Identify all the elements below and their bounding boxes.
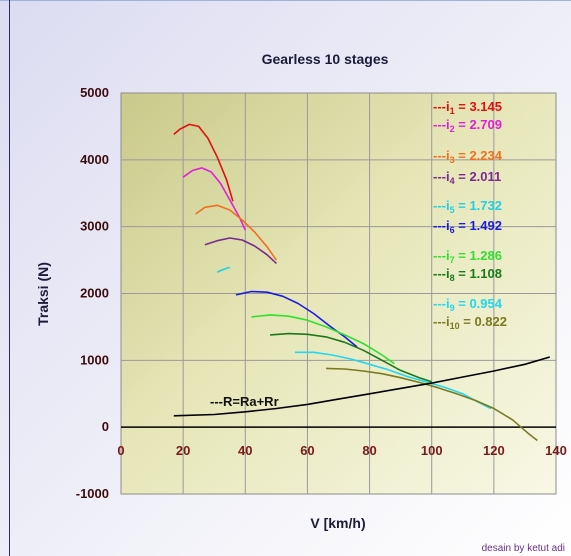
author-credit: desain by ketut adi — [481, 543, 565, 554]
x-tick-label: 40 — [238, 443, 252, 458]
series-line-11 — [173, 356, 551, 417]
y-tick-label: 3000 — [80, 219, 109, 234]
series-line-3 — [195, 204, 278, 261]
y-axis-title: Traksi (N) — [35, 262, 51, 326]
resistance-label: ---R=Ra+Rr — [210, 394, 279, 409]
legend-item-i2: ---i2 = 2.709 — [433, 117, 502, 134]
x-tick-label: 80 — [362, 443, 376, 458]
series-line-1 — [173, 123, 234, 202]
series-layer — [173, 123, 551, 442]
top-border — [0, 0, 571, 1]
legend-item-i3: ---i3 = 2.234 — [433, 148, 503, 165]
legend-item-i8: ---i8 = 1.108 — [433, 266, 502, 283]
legend-item-i9: ---i9 = 0.954 — [433, 296, 503, 313]
series-line-4 — [204, 237, 277, 264]
y-tick-labels: -1000 0 1000 2000 3000 4000 5000 — [76, 85, 109, 501]
y-tick-label: 0 — [102, 419, 109, 434]
legend-item-i1: ---i1 = 3.145 — [433, 99, 502, 116]
series-line-7 — [251, 314, 395, 365]
y-tick-label: -1000 — [76, 486, 109, 501]
y-tick-label: 1000 — [80, 352, 109, 367]
x-tick-label: 140 — [545, 443, 567, 458]
x-tick-label: 0 — [117, 443, 124, 458]
y-tick-label: 2000 — [80, 286, 109, 301]
series-line-9 — [295, 351, 492, 410]
chart-title: Gearless 10 stages — [262, 51, 389, 67]
y-tick-label: 4000 — [80, 152, 109, 167]
legend-item-i7: ---i7 = 1.286 — [433, 248, 502, 265]
legend: ---i1 = 3.145 ---i2 = 2.709 ---i3 = 2.23… — [433, 99, 507, 331]
x-tick-label: 120 — [483, 443, 505, 458]
x-axis-title: V [km/h) — [310, 515, 365, 531]
legend-item-i4: ---i4 = 2.011 — [433, 169, 501, 186]
legend-item-i5: ---i5 = 1.732 — [433, 198, 502, 215]
x-tick-label: 60 — [300, 443, 314, 458]
series-line-2 — [182, 167, 247, 231]
legend-item-i6: ---i6 = 1.492 — [433, 218, 502, 235]
legend-item-i10: ---i10 = 0.822 — [433, 314, 507, 331]
x-tick-label: 20 — [176, 443, 190, 458]
series-line-8 — [270, 332, 432, 383]
y-tick-label: 5000 — [80, 85, 109, 100]
series-line-10 — [326, 367, 538, 442]
left-border — [9, 0, 10, 556]
x-tick-label: 100 — [421, 443, 443, 458]
x-tick-labels: 0 20 40 60 80 100 120 140 — [117, 443, 566, 458]
series-line-5 — [216, 266, 231, 273]
